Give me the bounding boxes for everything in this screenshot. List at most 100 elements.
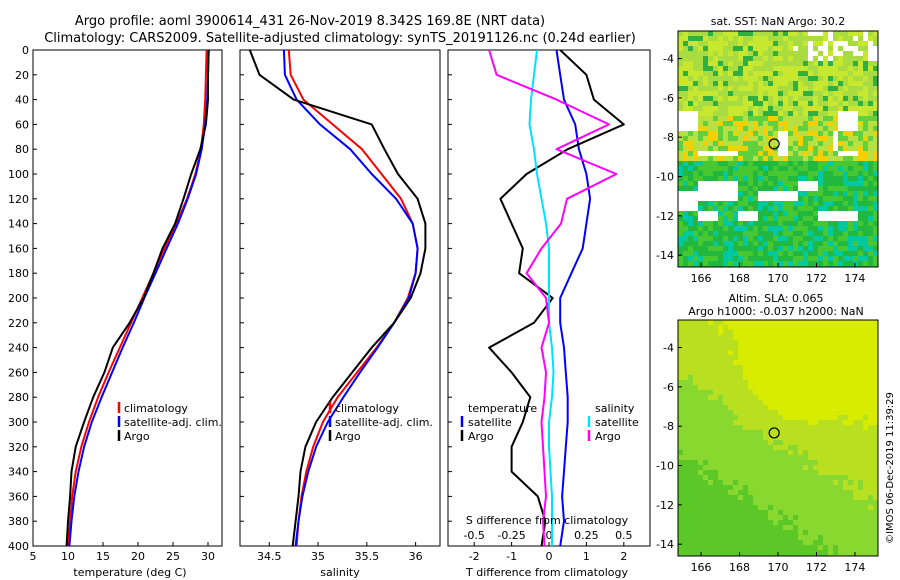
map-cell bbox=[808, 490, 813, 495]
map-cell bbox=[773, 241, 778, 246]
map-cell bbox=[678, 101, 683, 106]
map-cell bbox=[853, 375, 858, 380]
map-cell bbox=[758, 500, 763, 505]
map-cell bbox=[733, 201, 738, 206]
map-cell bbox=[853, 186, 858, 191]
map-cell bbox=[723, 246, 728, 251]
map-cell bbox=[873, 335, 878, 340]
map-cell bbox=[768, 455, 773, 460]
map-cell bbox=[823, 146, 828, 151]
map-cell bbox=[783, 475, 788, 480]
map-cell bbox=[763, 460, 768, 465]
map-cell bbox=[798, 470, 803, 475]
map-cell bbox=[828, 66, 833, 71]
map-cell bbox=[763, 345, 768, 350]
map-cell bbox=[768, 320, 773, 325]
map-cell bbox=[758, 375, 763, 380]
map-cell bbox=[703, 246, 708, 251]
map-cell bbox=[783, 126, 788, 131]
map-cell bbox=[798, 390, 803, 395]
map-cell bbox=[798, 191, 803, 196]
map-cell bbox=[723, 131, 728, 136]
map-cell bbox=[808, 86, 813, 91]
map-cell bbox=[733, 31, 738, 36]
map-cell bbox=[828, 171, 833, 176]
map-cell bbox=[763, 206, 768, 211]
map-cell bbox=[873, 505, 878, 510]
map-cell bbox=[743, 335, 748, 340]
map-cell bbox=[818, 131, 823, 136]
map-cell bbox=[793, 221, 798, 226]
map-cell bbox=[798, 370, 803, 375]
map-cell bbox=[733, 380, 738, 385]
map-cell bbox=[838, 530, 843, 535]
map-cell bbox=[808, 96, 813, 101]
map-cell bbox=[833, 485, 838, 490]
map-cell bbox=[833, 365, 838, 370]
map-cell bbox=[703, 166, 708, 171]
map-cell bbox=[758, 510, 763, 515]
map-cell bbox=[698, 111, 703, 116]
map-cell bbox=[813, 126, 818, 131]
map-cell bbox=[828, 475, 833, 480]
map-cell bbox=[858, 385, 863, 390]
map-cell bbox=[683, 106, 688, 111]
map-cell bbox=[823, 440, 828, 445]
map-cell bbox=[813, 450, 818, 455]
map-cell bbox=[778, 430, 783, 435]
map-cell bbox=[758, 121, 763, 126]
map-cell bbox=[808, 161, 813, 166]
map-cell bbox=[723, 470, 728, 475]
map-cell bbox=[798, 335, 803, 340]
map-cell bbox=[813, 131, 818, 136]
map-cell bbox=[743, 51, 748, 56]
map-cell bbox=[688, 161, 693, 166]
y-tick-label: 400 bbox=[8, 540, 29, 553]
map-cell bbox=[693, 375, 698, 380]
map-cell bbox=[818, 201, 823, 206]
map-cell bbox=[778, 335, 783, 340]
map-cell bbox=[763, 375, 768, 380]
map-cell bbox=[843, 161, 848, 166]
map-cell bbox=[813, 231, 818, 236]
map-cell bbox=[728, 415, 733, 420]
map-cell bbox=[763, 485, 768, 490]
map-cell bbox=[863, 380, 868, 385]
map-cell bbox=[763, 440, 768, 445]
map-cell bbox=[788, 490, 793, 495]
map-cell bbox=[773, 156, 778, 161]
map-cell bbox=[778, 455, 783, 460]
map-cell bbox=[843, 530, 848, 535]
map-cell bbox=[783, 540, 788, 545]
map-cell bbox=[793, 231, 798, 236]
map-cell bbox=[753, 350, 758, 355]
map-cell bbox=[808, 166, 813, 171]
map-cell bbox=[713, 161, 718, 166]
map-cell bbox=[738, 475, 743, 480]
map-cell bbox=[733, 261, 738, 266]
map-cell bbox=[763, 410, 768, 415]
map-cell bbox=[758, 420, 763, 425]
map-cell bbox=[808, 475, 813, 480]
map-cell bbox=[808, 515, 813, 520]
map-cell bbox=[873, 475, 878, 480]
map-cell bbox=[838, 435, 843, 440]
map-cell bbox=[868, 231, 873, 236]
map-cell bbox=[858, 121, 863, 126]
map-cell bbox=[753, 56, 758, 61]
map-cell bbox=[758, 51, 763, 56]
map-cell bbox=[748, 256, 753, 261]
map-cell bbox=[793, 385, 798, 390]
map-cell bbox=[773, 141, 778, 146]
map-y-tick-label: -10 bbox=[656, 171, 674, 184]
map-cell bbox=[758, 480, 763, 485]
map-cell bbox=[818, 191, 823, 196]
map-cell bbox=[788, 261, 793, 266]
map-cell bbox=[703, 550, 708, 555]
map-cell bbox=[773, 36, 778, 41]
map-cell bbox=[763, 56, 768, 61]
map-cell bbox=[828, 350, 833, 355]
map-cell bbox=[753, 455, 758, 460]
map-cell bbox=[778, 246, 783, 251]
map-cell bbox=[678, 91, 683, 96]
